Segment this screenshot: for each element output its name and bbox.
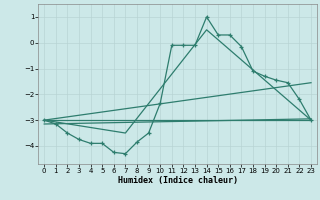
X-axis label: Humidex (Indice chaleur): Humidex (Indice chaleur)	[118, 176, 238, 185]
